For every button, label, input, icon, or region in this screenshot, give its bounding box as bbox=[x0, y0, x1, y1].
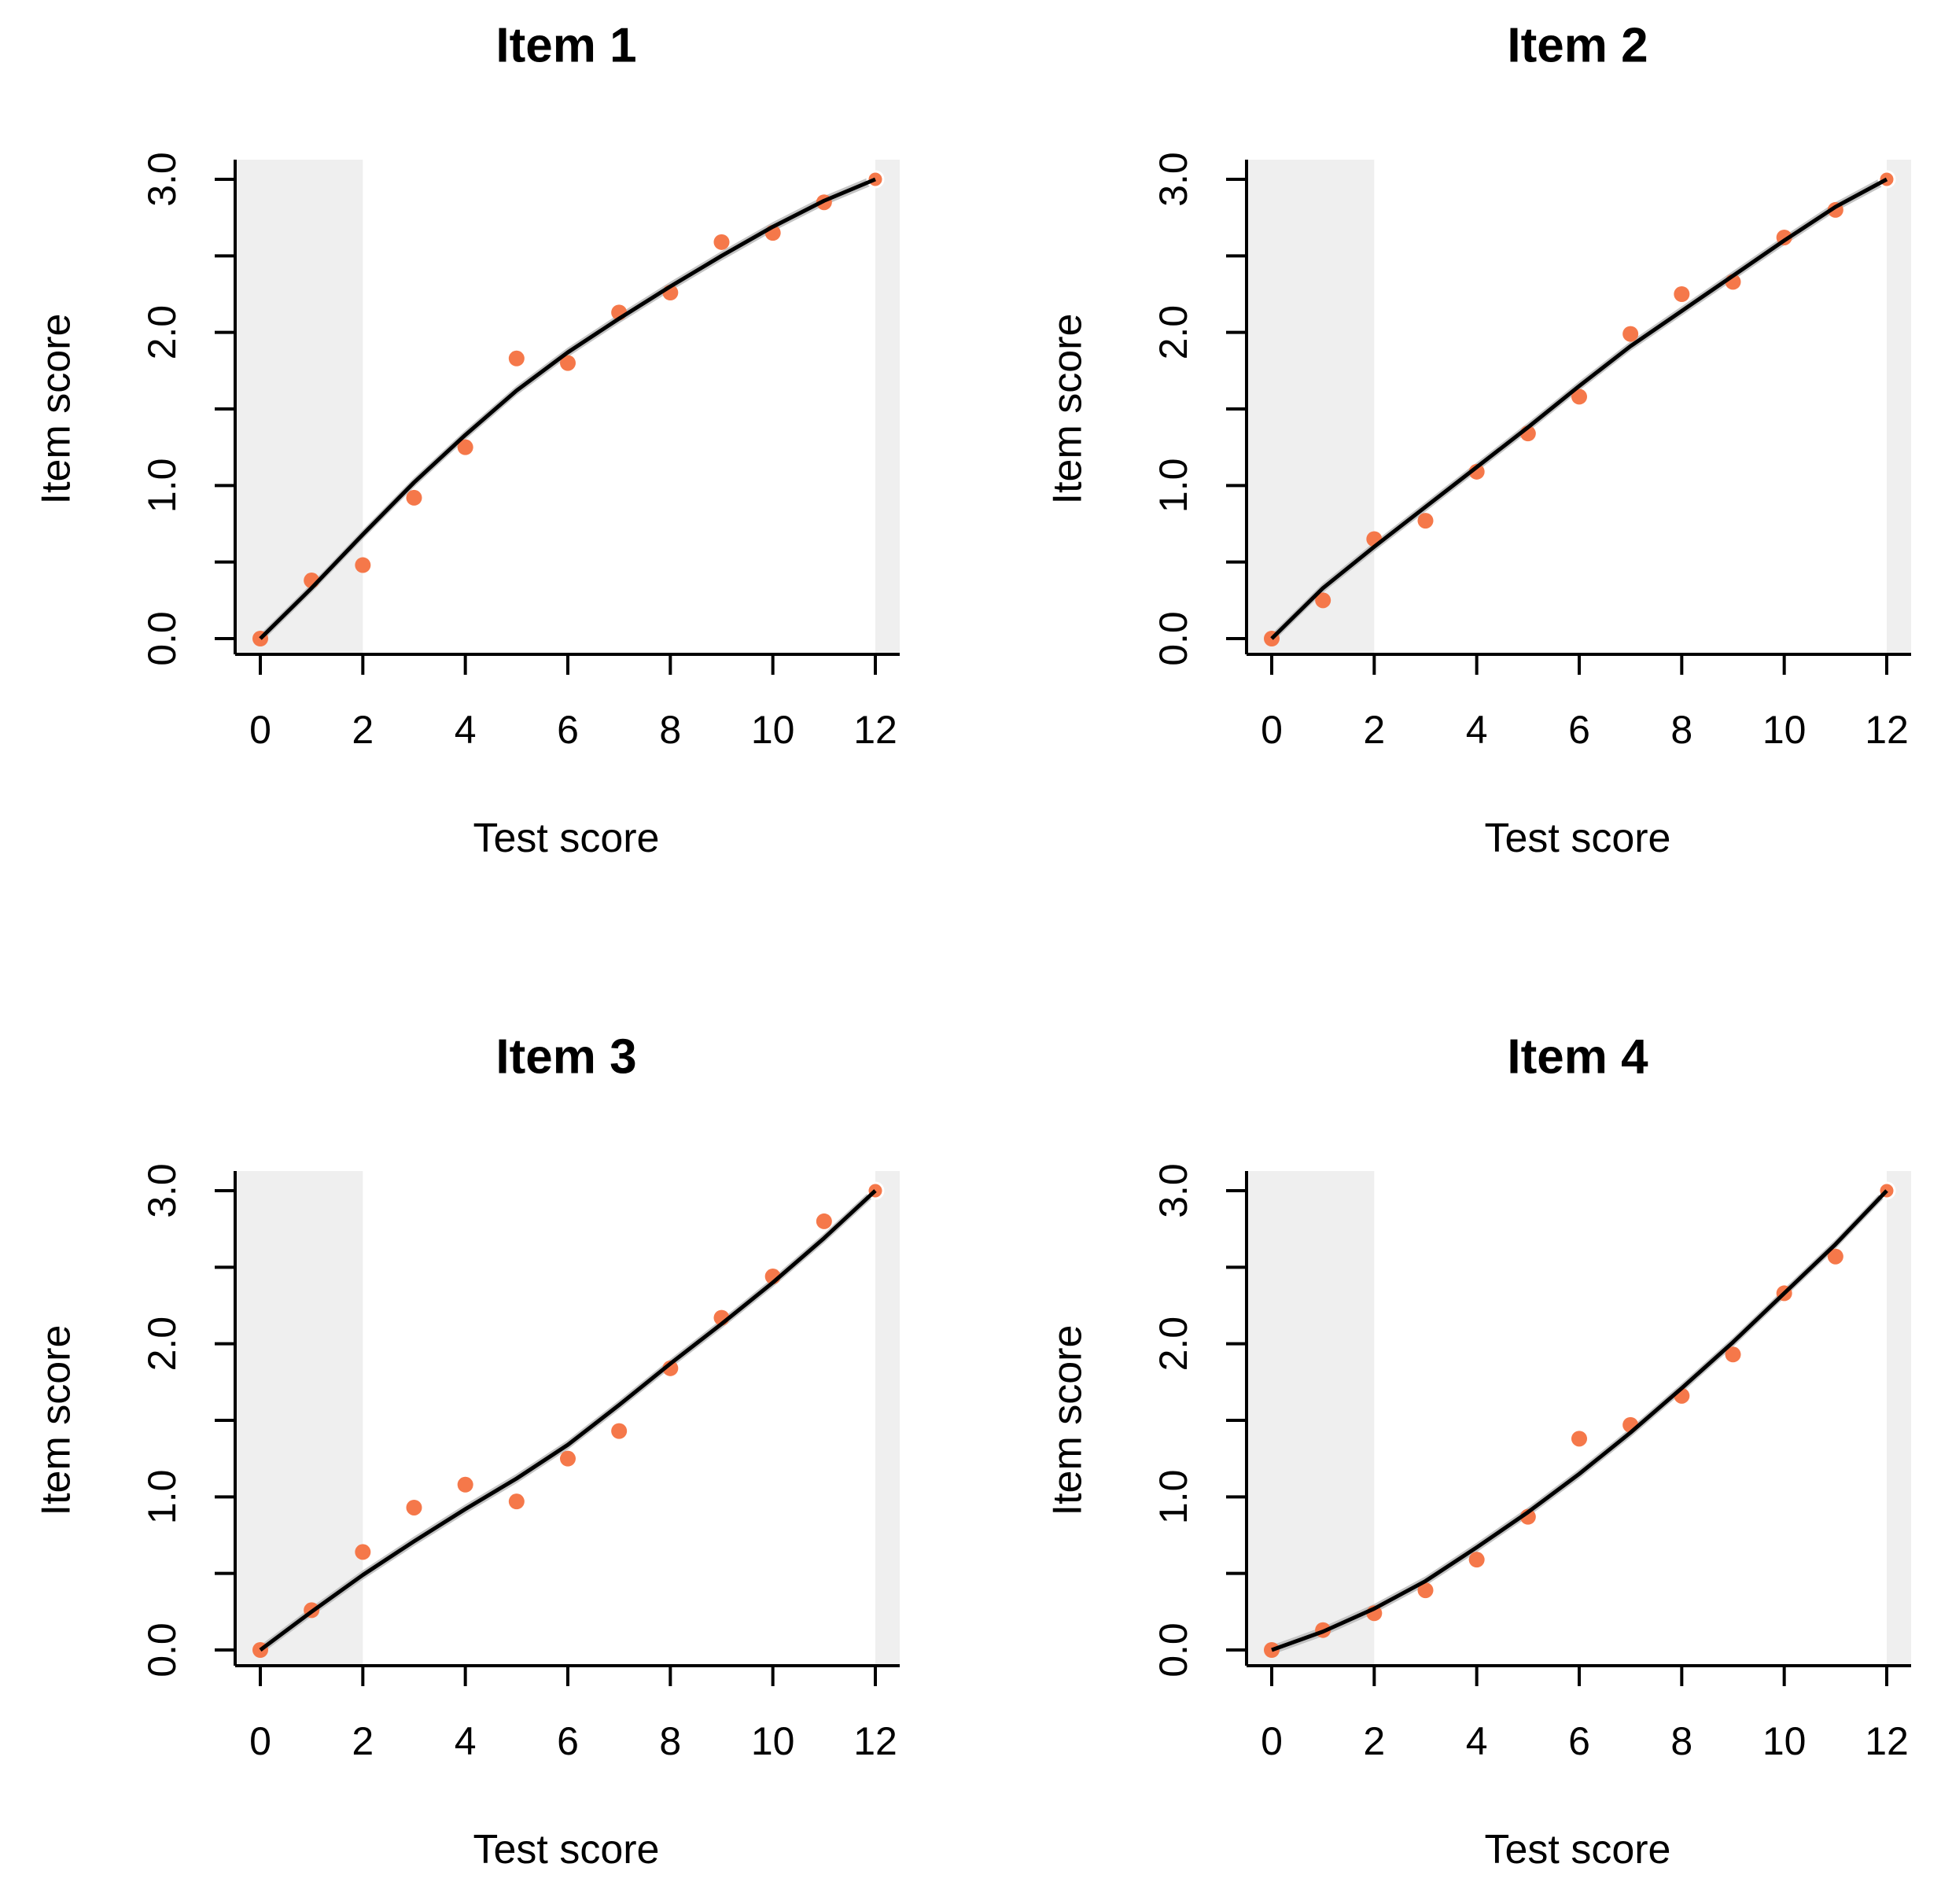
data-point bbox=[508, 1493, 525, 1510]
x-tick-label: 2 bbox=[1363, 1719, 1385, 1763]
x-tick-label: 12 bbox=[853, 708, 897, 752]
x-tick-label: 8 bbox=[659, 1719, 681, 1763]
x-tick-label: 10 bbox=[1762, 1719, 1807, 1763]
x-tick-label: 2 bbox=[352, 708, 374, 752]
y-tick-label: 2.0 bbox=[1151, 1317, 1195, 1372]
data-point bbox=[560, 355, 576, 371]
x-tick-label: 6 bbox=[1568, 1719, 1590, 1763]
x-tick-label: 0 bbox=[1261, 1719, 1283, 1763]
data-point bbox=[355, 1544, 371, 1560]
x-tick-label: 10 bbox=[751, 1719, 795, 1763]
data-point bbox=[713, 234, 730, 250]
x-axis-label: Test score bbox=[473, 1827, 660, 1873]
shaded-region bbox=[1887, 1171, 1911, 1664]
y-tick-label: 1.0 bbox=[140, 459, 184, 514]
chart-title: Item 3 bbox=[495, 1029, 636, 1084]
x-tick-label: 2 bbox=[1363, 708, 1385, 752]
x-tick-label: 4 bbox=[1466, 1719, 1488, 1763]
x-tick-label: 6 bbox=[557, 708, 579, 752]
y-tick-label: 2.0 bbox=[140, 305, 184, 360]
x-tick-label: 4 bbox=[455, 708, 477, 752]
x-tick-label: 10 bbox=[751, 708, 795, 752]
x-tick-label: 8 bbox=[1670, 1719, 1692, 1763]
y-tick-label: 3.0 bbox=[140, 1163, 184, 1218]
y-tick-label: 0.0 bbox=[140, 611, 184, 666]
data-point bbox=[1674, 286, 1690, 302]
y-tick-label: 1.0 bbox=[1151, 1470, 1195, 1525]
panel-item-2: 0 2 4 6 8 10 12 0.0 1.0 2.0 3.0 Item 2 Test score Ite… bbox=[1045, 18, 1911, 861]
x-axis-label: Test score bbox=[473, 816, 660, 861]
data-point bbox=[1417, 513, 1434, 529]
fit-line bbox=[1270, 177, 1888, 640]
chart-title: Item 4 bbox=[1507, 1029, 1648, 1084]
y-tick-label: 0.0 bbox=[1151, 1622, 1195, 1678]
x-tick-label: 6 bbox=[557, 1719, 579, 1763]
panel-item-4: 0 2 4 6 8 10 12 0.0 1.0 2.0 3.0 Item 4 Test score Ite… bbox=[1045, 1029, 1911, 1873]
data-point bbox=[1571, 1431, 1587, 1447]
y-tick-label: 1.0 bbox=[140, 1470, 184, 1525]
data-point bbox=[508, 350, 525, 366]
data-point bbox=[457, 439, 473, 455]
x-axis-label: Test score bbox=[1485, 816, 1671, 861]
y-axis-label: Item score bbox=[34, 1325, 79, 1516]
shaded-region bbox=[235, 160, 363, 653]
data-point bbox=[1622, 326, 1639, 342]
x-tick-label: 12 bbox=[853, 1719, 897, 1763]
data-point bbox=[1468, 1552, 1485, 1568]
data-point bbox=[355, 557, 371, 573]
panels: 0 2 4 6 8 10 12 0.0 1.0 2.0 3.0 Item 1 Test score Ite… bbox=[34, 18, 1911, 1873]
data-point bbox=[406, 489, 422, 506]
x-tick-label: 4 bbox=[1466, 708, 1488, 752]
x-tick-label: 4 bbox=[455, 1719, 477, 1763]
x-tick-label: 10 bbox=[1762, 708, 1807, 752]
shaded-region bbox=[1887, 160, 1911, 653]
data-point bbox=[1827, 1248, 1843, 1265]
shaded-region bbox=[1247, 160, 1375, 653]
data-point bbox=[457, 1476, 473, 1493]
data-point bbox=[1315, 592, 1331, 609]
x-axis-label: Test score bbox=[1485, 1827, 1671, 1873]
x-tick-label: 6 bbox=[1568, 708, 1590, 752]
data-point bbox=[1417, 1582, 1434, 1599]
shaded-region bbox=[875, 160, 900, 653]
chart-title: Item 1 bbox=[495, 18, 636, 72]
shaded-region bbox=[235, 1171, 363, 1664]
x-tick-label: 8 bbox=[1670, 708, 1692, 752]
y-axis-label: Item score bbox=[1045, 314, 1091, 505]
y-tick-label: 2.0 bbox=[1151, 305, 1195, 360]
data-point bbox=[560, 1450, 576, 1467]
data-point bbox=[406, 1499, 422, 1515]
y-tick-label: 3.0 bbox=[1151, 152, 1195, 207]
data-point bbox=[611, 1423, 628, 1439]
y-tick-label: 1.0 bbox=[1151, 459, 1195, 514]
y-tick-label: 0.0 bbox=[1151, 611, 1195, 666]
x-tick-label: 0 bbox=[1261, 708, 1283, 752]
x-tick-label: 12 bbox=[1865, 1719, 1909, 1763]
fit-line bbox=[259, 1189, 877, 1652]
confidence-band bbox=[260, 1186, 875, 1655]
x-tick-label: 8 bbox=[659, 708, 681, 752]
shaded-region bbox=[875, 1171, 900, 1664]
fit-line bbox=[259, 177, 876, 640]
x-tick-label: 0 bbox=[249, 1719, 271, 1763]
y-axis-label: Item score bbox=[1045, 1325, 1091, 1516]
data-point bbox=[1725, 1346, 1741, 1363]
data-point bbox=[1571, 389, 1587, 405]
x-tick-label: 12 bbox=[1865, 708, 1909, 752]
y-tick-label: 3.0 bbox=[1151, 1163, 1195, 1218]
chart-title: Item 2 bbox=[1507, 18, 1648, 72]
x-tick-label: 0 bbox=[249, 708, 271, 752]
data-point bbox=[816, 1213, 832, 1229]
x-tick-label: 2 bbox=[352, 1719, 374, 1763]
y-tick-label: 2.0 bbox=[140, 1317, 184, 1372]
panel-item-3: 0 2 4 6 8 10 12 0.0 1.0 2.0 3.0 Item 3 Test score Ite… bbox=[34, 1029, 900, 1873]
y-tick-label: 0.0 bbox=[140, 1622, 184, 1678]
panel-item-1: 0 2 4 6 8 10 12 0.0 1.0 2.0 3.0 Item 1 Test score Ite… bbox=[34, 18, 900, 861]
y-tick-label: 3.0 bbox=[140, 152, 184, 207]
fit-line bbox=[1271, 1189, 1888, 1652]
y-axis-label: Item score bbox=[34, 314, 79, 505]
shaded-region bbox=[1247, 1171, 1375, 1664]
